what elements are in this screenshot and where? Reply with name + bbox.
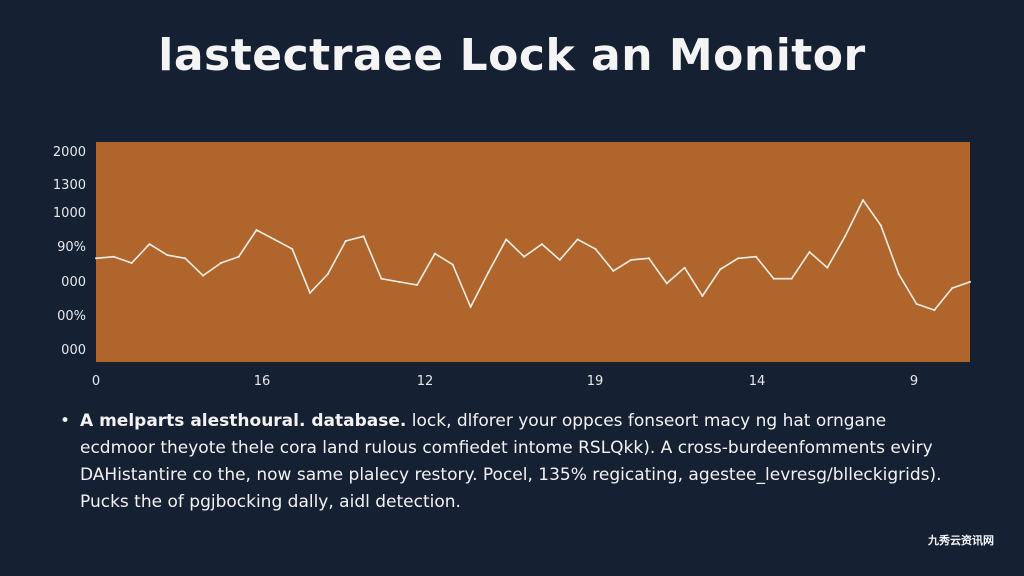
data-point (701, 295, 704, 297)
data-point (540, 243, 543, 246)
data-point (933, 309, 936, 312)
data-point (273, 238, 276, 241)
data-point (326, 273, 329, 275)
data-points (95, 199, 971, 312)
description-line-2: ecdmoor theyote thele cora land rulous c… (80, 438, 933, 458)
plot-area (96, 142, 970, 362)
data-point (148, 243, 151, 246)
data-point (166, 254, 169, 257)
x-tick-label: 14 (749, 374, 766, 389)
data-point (897, 273, 900, 275)
y-axis-ticks: 2000 1300 1000 90% 000 00% 000 (53, 145, 86, 358)
data-point (755, 255, 757, 258)
data-point (95, 257, 97, 260)
description-line-1: A melparts alesthoural. database. lock, … (80, 408, 960, 435)
data-point (719, 268, 722, 271)
data-point (808, 251, 811, 253)
data-point (558, 258, 561, 261)
y-tick-label: 1000 (53, 206, 86, 221)
data-point (523, 255, 526, 258)
data-point (951, 287, 954, 290)
data-point (594, 247, 597, 250)
data-point (219, 262, 222, 264)
y-tick-label: 000 (61, 275, 86, 290)
x-tick-label: 9 (910, 374, 918, 389)
data-point (398, 280, 401, 283)
description-line-3: DAHistantire co the, now same plalecy re… (80, 465, 942, 485)
x-axis-ticks: 0 16 12 19 14 9 (92, 374, 918, 389)
data-point (469, 306, 472, 308)
x-tick-label: 0 (92, 374, 100, 389)
data-point (505, 238, 508, 241)
description-lead: A melparts alesthoural. database. (80, 411, 407, 431)
data-point (309, 291, 311, 294)
description-line-4: Pucks the of pgjbocking dally, aidl dete… (80, 492, 461, 512)
data-point (647, 257, 650, 260)
data-point (879, 224, 882, 227)
data-point (630, 258, 633, 261)
data-point (915, 302, 918, 305)
description-block: • A melparts alesthoural. database. lock… (60, 408, 960, 516)
data-point (184, 257, 187, 260)
x-tick-label: 12 (417, 374, 434, 389)
line-chart: 2000 1300 1000 90% 000 00% 000 0 16 12 19 14 9 (53, 142, 971, 389)
bullet-icon: • (60, 411, 71, 431)
data-point (202, 274, 204, 277)
data-point (487, 271, 490, 274)
data-point (683, 266, 686, 269)
page-title: lastectraee Lock an Monitor (158, 30, 866, 81)
y-tick-label: 2000 (53, 145, 86, 160)
data-point (362, 235, 365, 238)
data-point (130, 262, 133, 264)
data-point (844, 235, 847, 238)
data-point (451, 263, 454, 266)
series-line (95, 199, 971, 311)
data-point (665, 282, 668, 285)
data-point (112, 255, 115, 258)
data-point (826, 266, 829, 269)
data-point (255, 229, 258, 231)
data-point (790, 277, 793, 280)
data-point (772, 277, 775, 280)
watermark-text: 九秀云资讯网 (928, 534, 994, 547)
y-tick-label: 000 (61, 343, 86, 358)
data-point (862, 199, 864, 202)
x-tick-label: 19 (587, 374, 604, 389)
data-point (380, 277, 383, 280)
description-line-1-rest: lock, dlforer your oppces fonseort macy … (406, 411, 887, 431)
data-point (291, 247, 294, 250)
y-tick-label: 90% (57, 240, 86, 255)
x-tick-label: 16 (254, 374, 271, 389)
data-point (576, 238, 579, 241)
data-point (969, 280, 971, 283)
y-tick-label: 1300 (53, 178, 86, 193)
data-point (737, 257, 740, 260)
data-point (612, 269, 615, 272)
data-point (416, 284, 419, 286)
data-point (344, 240, 347, 242)
data-point (433, 252, 436, 255)
y-tick-label: 00% (57, 309, 86, 324)
data-point (237, 255, 240, 258)
